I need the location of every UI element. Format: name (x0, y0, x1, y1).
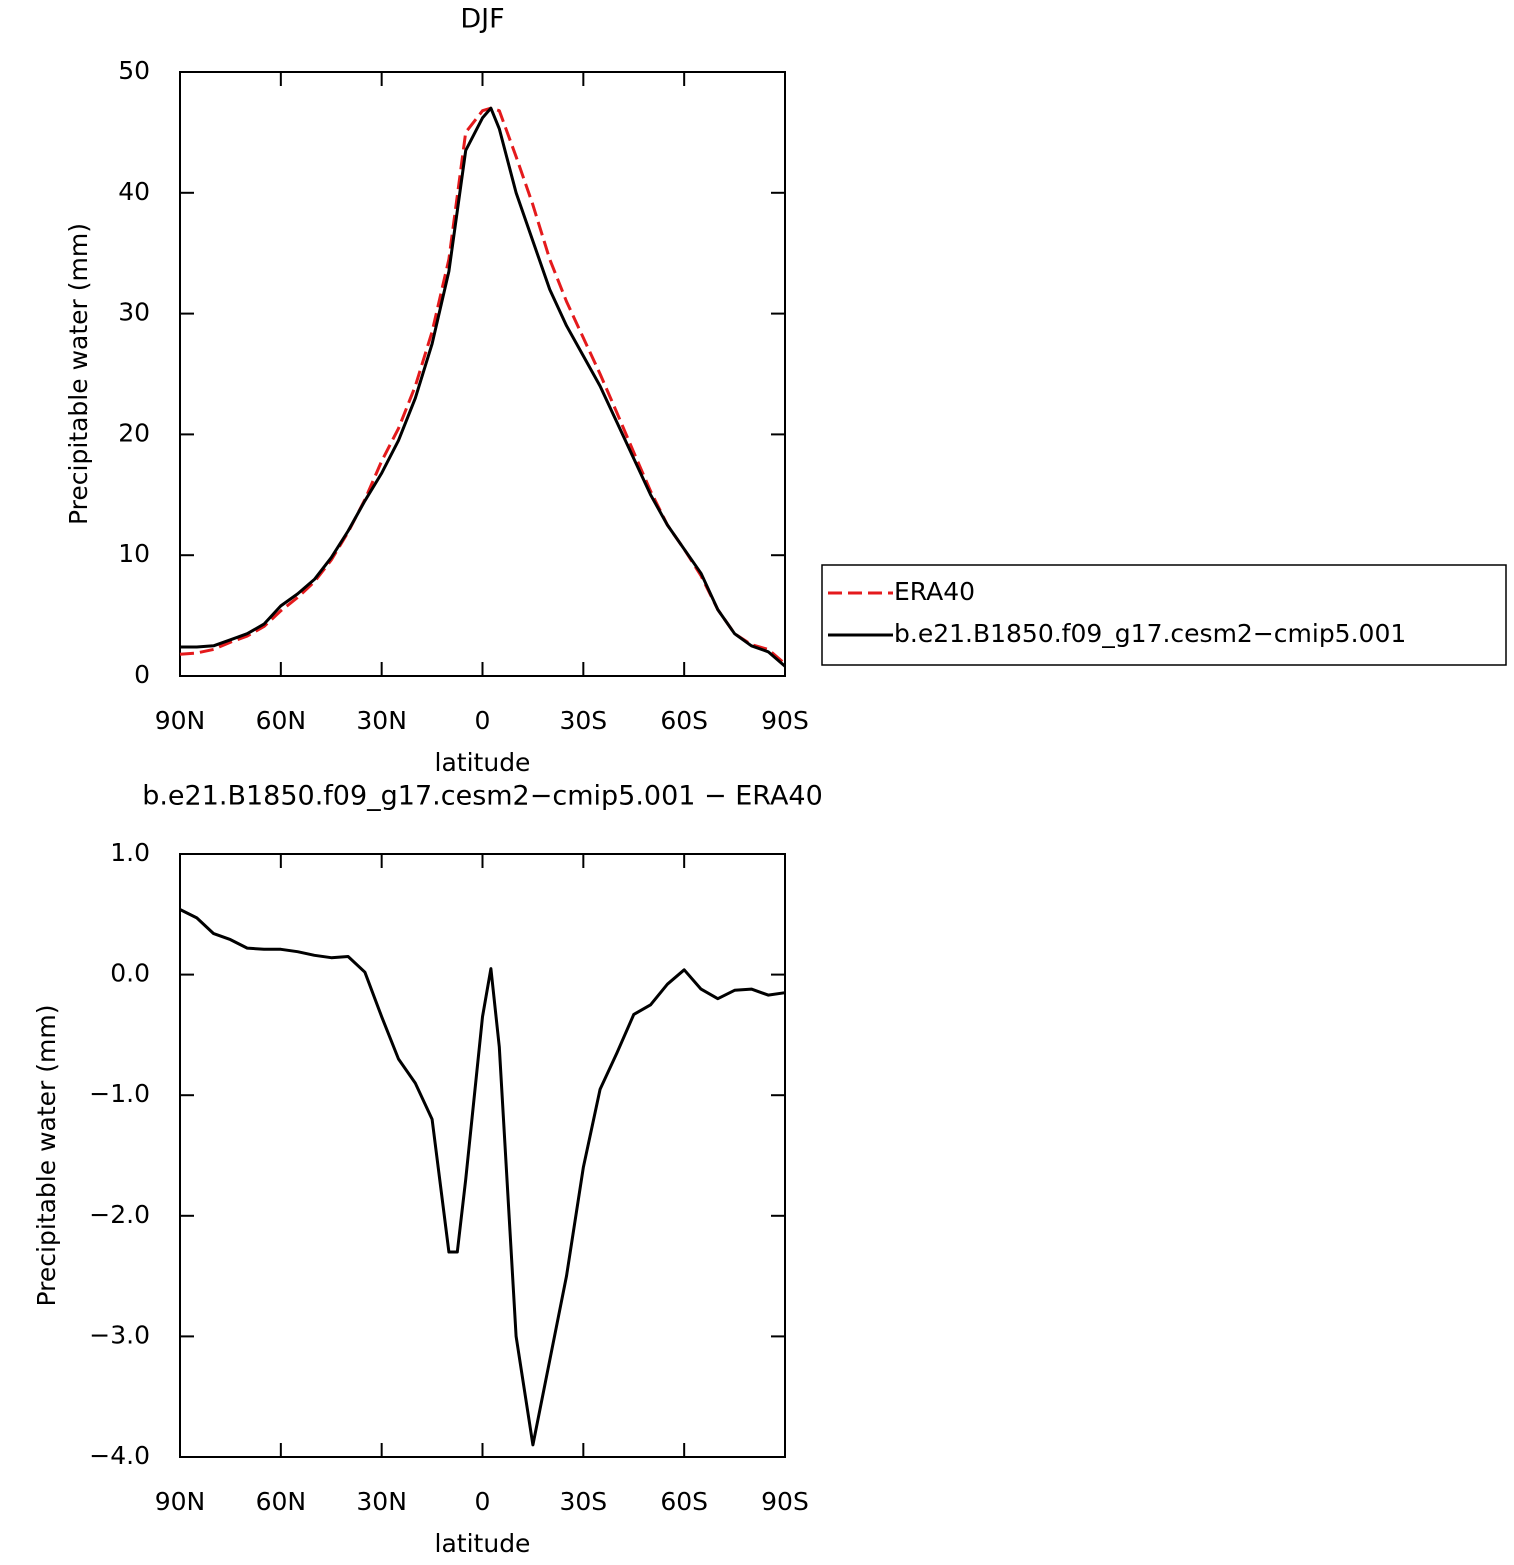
x-tick-label: 60N (256, 1487, 307, 1516)
x-tick-label: 30N (356, 706, 407, 735)
y-tick-label: 1.0 (110, 838, 150, 867)
y-axis-label: Precipitable water (mm) (32, 1005, 61, 1307)
y-tick-label: 10 (118, 539, 150, 568)
chart-title: b.e21.B1850.f09_g17.cesm2−cmip5.001 − ER… (142, 781, 823, 812)
x-tick-label: 90N (155, 706, 206, 735)
x-tick-label: 0 (475, 1487, 491, 1516)
series-line (179, 908, 786, 1447)
x-tick-label: 60S (660, 1487, 708, 1516)
legend-box (821, 564, 1507, 666)
y-tick-label: 50 (118, 56, 150, 85)
x-tick-label: 30N (356, 1487, 407, 1516)
x-axis-label: latitude (435, 748, 531, 777)
x-tick-label: 90N (155, 1487, 206, 1516)
y-tick-label: −3.0 (89, 1320, 150, 1349)
x-tick-label: 90S (761, 706, 809, 735)
series-line (180, 106, 786, 668)
x-tick-label: 30S (559, 1487, 607, 1516)
y-tick-label: 20 (118, 418, 150, 447)
plot-frame (179, 853, 786, 1458)
y-tick-label: 0.0 (110, 959, 150, 988)
y-tick-label: −1.0 (89, 1079, 150, 1108)
legend-label: b.e21.B1850.f09_g17.cesm2−cmip5.001 (894, 619, 1406, 648)
series-line (179, 106, 786, 666)
x-tick-label: 30S (559, 706, 607, 735)
y-axis-label: Precipitable water (mm) (64, 223, 93, 525)
y-tick-label: 40 (118, 177, 150, 206)
x-tick-label: 60N (256, 706, 307, 735)
y-tick-label: −2.0 (89, 1200, 150, 1229)
chart-title: DJF (460, 4, 504, 35)
x-axis-label: latitude (435, 1529, 531, 1558)
x-tick-label: 90S (761, 1487, 809, 1516)
y-tick-label: 0 (134, 660, 150, 689)
y-tick-label: −4.0 (89, 1441, 150, 1470)
x-tick-label: 0 (475, 706, 491, 735)
plot-frame (179, 71, 786, 677)
y-tick-label: 30 (118, 298, 150, 327)
x-tick-label: 60S (660, 706, 708, 735)
legend-label: ERA40 (894, 577, 975, 606)
